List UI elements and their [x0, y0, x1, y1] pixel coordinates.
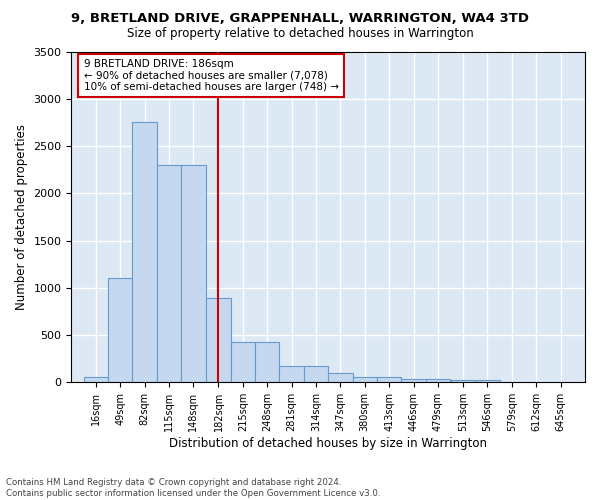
Text: Contains HM Land Registry data © Crown copyright and database right 2024.
Contai: Contains HM Land Registry data © Crown c…	[6, 478, 380, 498]
Y-axis label: Number of detached properties: Number of detached properties	[15, 124, 28, 310]
Bar	[133, 122, 157, 382]
Text: 9, BRETLAND DRIVE, GRAPPENHALL, WARRINGTON, WA4 3TD: 9, BRETLAND DRIVE, GRAPPENHALL, WARRINGT…	[71, 12, 529, 26]
Bar	[206, 298, 230, 382]
Bar	[83, 377, 108, 382]
Bar	[426, 378, 450, 382]
Bar	[328, 373, 353, 382]
Bar	[280, 366, 304, 382]
Bar	[353, 377, 377, 382]
Bar	[108, 278, 133, 382]
Bar	[377, 377, 401, 382]
Bar	[181, 165, 206, 382]
Bar	[255, 342, 280, 382]
Text: 9 BRETLAND DRIVE: 186sqm
← 90% of detached houses are smaller (7,078)
10% of sem: 9 BRETLAND DRIVE: 186sqm ← 90% of detach…	[83, 59, 338, 92]
Text: Size of property relative to detached houses in Warrington: Size of property relative to detached ho…	[127, 28, 473, 40]
Bar	[401, 378, 426, 382]
X-axis label: Distribution of detached houses by size in Warrington: Distribution of detached houses by size …	[169, 437, 487, 450]
Bar	[475, 380, 500, 382]
Bar	[451, 380, 475, 382]
Bar	[230, 342, 255, 382]
Bar	[304, 366, 328, 382]
Bar	[157, 165, 181, 382]
